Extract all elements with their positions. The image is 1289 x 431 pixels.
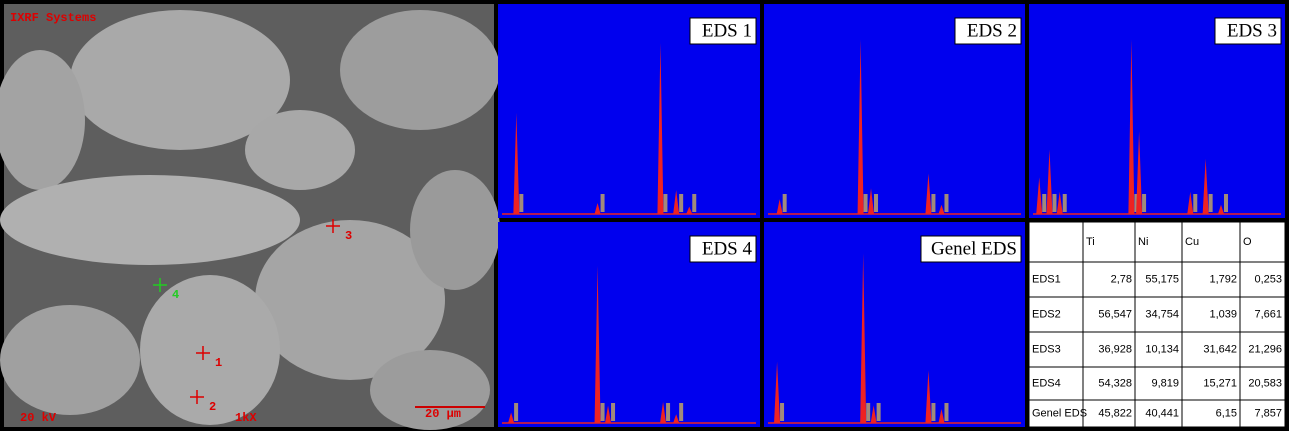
sem-magnification: 1kX bbox=[235, 411, 257, 425]
table-cell: 40,441 bbox=[1145, 407, 1179, 419]
table-cell: 9,819 bbox=[1151, 377, 1179, 389]
peak-marker bbox=[519, 194, 523, 212]
table-header: Ni bbox=[1138, 236, 1148, 248]
peak-marker bbox=[864, 194, 868, 212]
grain bbox=[340, 10, 500, 130]
sem-image bbox=[0, 4, 500, 430]
peak-marker bbox=[1042, 194, 1046, 212]
point-label: 2 bbox=[209, 400, 216, 414]
peak-marker bbox=[783, 194, 787, 212]
peak-marker bbox=[944, 194, 948, 212]
table-cell: 7,857 bbox=[1254, 407, 1282, 419]
peak-marker bbox=[663, 194, 667, 212]
point-label: 4 bbox=[172, 288, 179, 302]
peak-marker bbox=[601, 194, 605, 212]
table-cell: 0,253 bbox=[1254, 273, 1282, 285]
peak-marker bbox=[874, 194, 878, 212]
peak-marker bbox=[1209, 194, 1213, 212]
peak-marker bbox=[1063, 194, 1067, 212]
panel-title: Genel EDS bbox=[931, 238, 1017, 259]
peak-marker bbox=[866, 403, 870, 421]
sem-brand: IXRF Systems bbox=[10, 11, 96, 25]
figure: IXRF Systems 20 kV 1kX 20 µm 1 2 3 4 EDS 1 EDS 2 E… bbox=[0, 0, 1289, 431]
peak-marker bbox=[679, 194, 683, 212]
row-label: Genel EDS bbox=[1032, 407, 1087, 419]
sem-voltage: 20 kV bbox=[20, 411, 57, 425]
peak-marker bbox=[601, 403, 605, 421]
panel-title: EDS 4 bbox=[702, 238, 753, 259]
point-label: 1 bbox=[215, 356, 222, 370]
peak-marker bbox=[679, 403, 683, 421]
table-bg bbox=[1029, 222, 1285, 427]
row-label: EDS2 bbox=[1032, 308, 1061, 320]
table-cell: 6,15 bbox=[1216, 407, 1237, 419]
table-cell: 20,583 bbox=[1248, 377, 1282, 389]
panel-title: EDS 2 bbox=[967, 20, 1017, 41]
peak-marker bbox=[1052, 194, 1056, 212]
peak-marker bbox=[931, 403, 935, 421]
grain bbox=[0, 305, 140, 415]
peak-marker bbox=[944, 403, 948, 421]
table-header: O bbox=[1243, 236, 1252, 248]
table-cell: 1,792 bbox=[1209, 273, 1237, 285]
peak-marker bbox=[780, 403, 784, 421]
table-cell: 31,642 bbox=[1203, 343, 1237, 355]
peak-marker bbox=[877, 403, 881, 421]
peak-marker bbox=[666, 403, 670, 421]
table-cell: 7,661 bbox=[1254, 308, 1282, 320]
peak-marker bbox=[931, 194, 935, 212]
table-cell: 10,134 bbox=[1145, 343, 1179, 355]
sem-scale: 20 µm bbox=[425, 407, 461, 421]
grain bbox=[245, 110, 355, 190]
table-cell: 56,547 bbox=[1098, 308, 1132, 320]
table-cell: 15,271 bbox=[1203, 377, 1237, 389]
peak-marker bbox=[1193, 194, 1197, 212]
table-cell: 21,296 bbox=[1248, 343, 1282, 355]
row-label: EDS1 bbox=[1032, 273, 1061, 285]
peak-marker bbox=[514, 403, 518, 421]
table-cell: 45,822 bbox=[1098, 407, 1132, 419]
table-cell: 36,928 bbox=[1098, 343, 1132, 355]
table-cell: 55,175 bbox=[1145, 273, 1179, 285]
table-cell: 34,754 bbox=[1145, 308, 1179, 320]
table-cell: 54,328 bbox=[1098, 377, 1132, 389]
table-cell: 2,78 bbox=[1111, 273, 1132, 285]
row-label: EDS4 bbox=[1032, 377, 1061, 389]
grain bbox=[0, 175, 300, 265]
table-header: Cu bbox=[1185, 236, 1199, 248]
row-label: EDS3 bbox=[1032, 343, 1061, 355]
table-cell: 1,039 bbox=[1209, 308, 1237, 320]
panel-title: EDS 3 bbox=[1227, 20, 1277, 41]
panel-title: EDS 1 bbox=[702, 20, 752, 41]
peak-marker bbox=[692, 194, 696, 212]
grain bbox=[410, 170, 500, 290]
peak-marker bbox=[1224, 194, 1228, 212]
table-header: Ti bbox=[1086, 236, 1095, 248]
point-label: 3 bbox=[345, 229, 352, 243]
peak-marker bbox=[1142, 194, 1146, 212]
peak-marker bbox=[611, 403, 615, 421]
